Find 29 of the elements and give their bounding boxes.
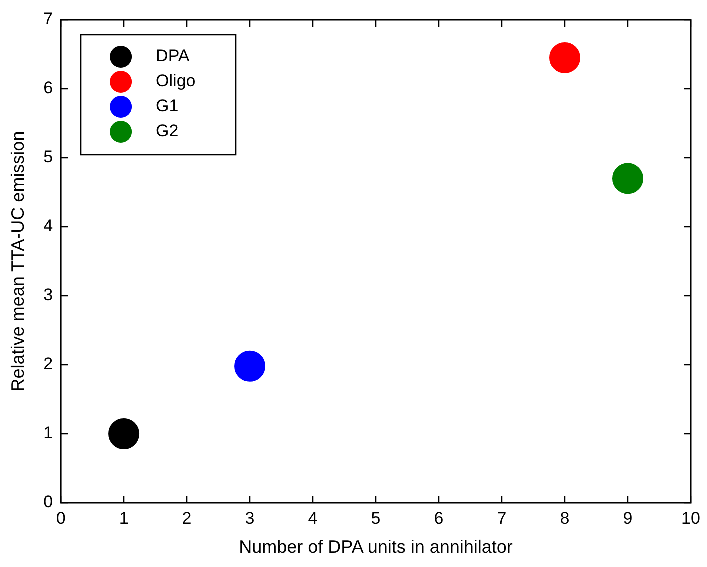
- y-axis-title: Relative mean TTA-UC emission: [8, 131, 28, 392]
- x-tick-label: 3: [245, 508, 255, 528]
- x-tick-label: 2: [182, 508, 192, 528]
- legend-label: G1: [156, 96, 179, 116]
- x-tick-label: 8: [560, 508, 570, 528]
- y-tick-label: 1: [44, 424, 54, 443]
- y-tick-label: 5: [44, 148, 54, 167]
- legend-label: Oligo: [156, 72, 196, 91]
- y-tick-label: 3: [44, 286, 54, 305]
- y-tick-label: 4: [44, 216, 54, 236]
- x-tick-label: 5: [371, 508, 381, 528]
- legend-label: DPA: [156, 46, 190, 66]
- x-tick-label: 0: [56, 508, 66, 528]
- y-tick-label: 6: [44, 78, 54, 98]
- y-tick-label: 0: [44, 492, 54, 512]
- x-tick-label: 7: [497, 508, 507, 528]
- point: [108, 418, 140, 450]
- point: [234, 350, 266, 382]
- legend-label: G2: [156, 122, 179, 141]
- point: [612, 163, 644, 194]
- x-tick-label: 10: [682, 508, 700, 528]
- x-tick-label: 1: [119, 508, 129, 528]
- x-axis-title: Number of DPA units in annihilator: [239, 537, 513, 558]
- x-tick-label: 6: [434, 508, 444, 528]
- point: [550, 42, 581, 74]
- x-tick-label: 9: [623, 508, 633, 528]
- y-tick-label: 2: [44, 354, 54, 374]
- y-tick-label: 7: [44, 10, 54, 29]
- x-tick-label: 4: [308, 508, 318, 528]
